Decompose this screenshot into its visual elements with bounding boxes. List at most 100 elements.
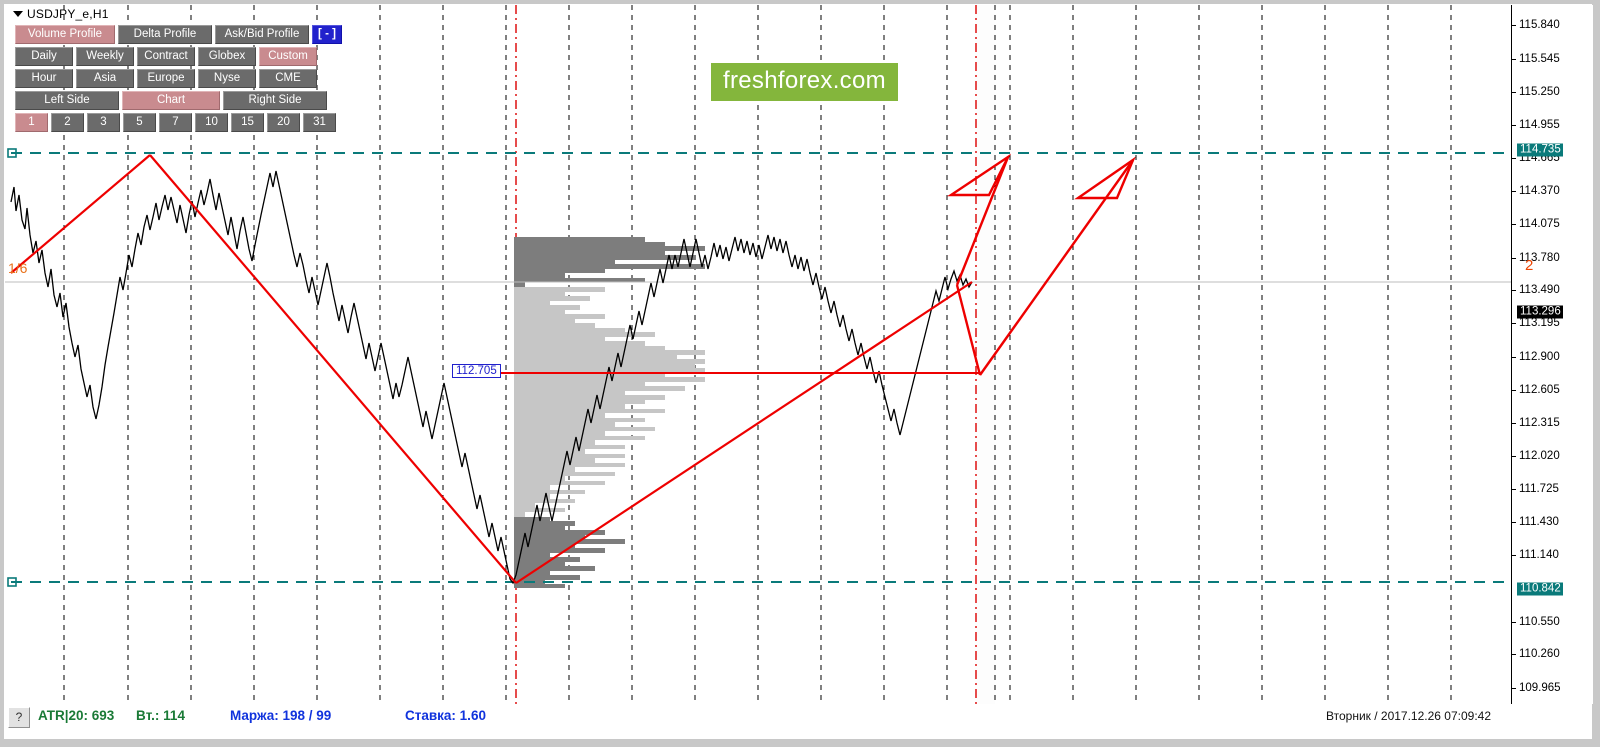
chart-canvas: [5, 5, 1511, 704]
price-tick: [1512, 356, 1516, 358]
btn-volume-profile[interactable]: Volume Profile: [15, 25, 115, 44]
btn-contract[interactable]: Contract: [137, 47, 195, 66]
triangle-down-icon[interactable]: [13, 11, 23, 17]
btn-count-15[interactable]: 15: [231, 113, 264, 132]
price-tick: [1512, 157, 1516, 159]
btn-chart[interactable]: Chart: [122, 91, 220, 110]
btn-count-7[interactable]: 7: [159, 113, 192, 132]
price-tick: [1512, 489, 1516, 491]
price-level-label-110842[interactable]: 110.842: [1517, 582, 1563, 596]
btn-cme[interactable]: CME: [259, 69, 317, 88]
projection-path-2: [955, 156, 1136, 376]
price-tick-label: 114.370: [1519, 185, 1560, 198]
btn-nyse[interactable]: Nyse: [198, 69, 256, 88]
btn-count-31[interactable]: 31: [303, 113, 336, 132]
projection-arrow-1: [947, 153, 1012, 286]
price-tick-label: 113.780: [1519, 251, 1560, 264]
price-level-label-113296[interactable]: 113.296: [1517, 305, 1563, 319]
btn-hour[interactable]: Hour: [15, 69, 73, 88]
btn-minimize-panel[interactable]: [ - ]: [312, 25, 342, 44]
window-border-top: [0, 0, 1600, 4]
price-tick-label: 115.545: [1519, 52, 1560, 65]
btn-globex[interactable]: Globex: [198, 47, 256, 66]
btn-weekly[interactable]: Weekly: [76, 47, 134, 66]
btn-delta-profile[interactable]: Delta Profile: [118, 25, 212, 44]
chart-plot-area[interactable]: USDJPY_e,H1 Volume Profile Delta Profile…: [5, 5, 1511, 704]
price-tick: [1512, 257, 1516, 259]
price-tick-label: 110.260: [1519, 648, 1560, 661]
panel-row-side: Left Side Chart Right Side: [15, 91, 342, 110]
btn-asia[interactable]: Asia: [76, 69, 134, 88]
price-tick-label: 112.900: [1519, 350, 1560, 363]
window-border-left: [0, 0, 4, 747]
btn-custom[interactable]: Custom: [259, 47, 317, 66]
trend-lines: [10, 154, 973, 584]
price-tick: [1512, 522, 1516, 524]
volume-profile-histogram: [514, 237, 705, 588]
price-tick-label: 112.020: [1519, 449, 1560, 462]
price-tick-label: 111.430: [1519, 516, 1559, 529]
btn-daily[interactable]: Daily: [15, 47, 73, 66]
price-tick-label: 109.965: [1519, 681, 1561, 694]
price-level-label-114735[interactable]: 114.735: [1517, 143, 1563, 157]
marker-label-1-6: 1/6: [8, 260, 28, 276]
window-scrollbar-right[interactable]: [1592, 0, 1600, 747]
btn-right-side[interactable]: Right Side: [223, 91, 327, 110]
price-tick: [1512, 91, 1516, 93]
btn-askbid-profile[interactable]: Ask/Bid Profile: [215, 25, 309, 44]
price-tick-label: 114.075: [1519, 218, 1560, 231]
volume-indicator: Bт.: 114: [136, 708, 185, 723]
status-bar: ? ATR|20: 693 Bт.: 114 Маржа: 198 / 99 С…: [5, 704, 1511, 730]
price-tick: [1512, 455, 1516, 457]
price-tick: [1512, 125, 1516, 127]
price-tick-label: 113.195: [1519, 317, 1560, 330]
price-tick-label: 112.605: [1519, 384, 1560, 396]
price-tick: [1512, 58, 1516, 60]
btn-count-20[interactable]: 20: [267, 113, 300, 132]
rate-indicator: Ставка: 1.60: [405, 708, 486, 723]
price-tick: [1512, 323, 1516, 325]
btn-left-side[interactable]: Left Side: [15, 91, 119, 110]
btn-count-2[interactable]: 2: [51, 113, 84, 132]
symbol-header[interactable]: USDJPY_e,H1: [13, 7, 109, 21]
price-axis[interactable]: 115.840 115.545 115.250 114.955 114.665 114.3…: [1511, 5, 1593, 704]
margin-indicator: Маржа: 198 / 99: [230, 708, 332, 723]
panel-row-period: Daily Weekly Contract Globex Custom: [15, 47, 342, 66]
btn-count-1[interactable]: 1: [15, 113, 48, 132]
panel-row-count: 1 2 3 5 7 10 15 20 31: [15, 113, 342, 132]
freshforex-watermark: freshforex.com: [711, 63, 898, 101]
btn-count-3[interactable]: 3: [87, 113, 120, 132]
price-tick: [1512, 654, 1516, 656]
price-tick: [1512, 621, 1516, 623]
price-tick-label: 110.550: [1519, 615, 1560, 628]
server-timestamp: Вторник / 2017.12.26 07:09:42: [1326, 709, 1491, 723]
btn-europe[interactable]: Europe: [137, 69, 195, 88]
price-tick: [1512, 687, 1516, 689]
price-tick-label: 113.490: [1519, 284, 1560, 297]
price-tick-label: 114.955: [1519, 119, 1560, 132]
price-tick-label: 111.140: [1519, 549, 1559, 562]
price-tick-label: 115.840: [1519, 19, 1560, 32]
price-series-line: [10, 170, 973, 585]
price-tick-label: 112.315: [1519, 416, 1560, 429]
marker-label-2: 2: [1525, 257, 1534, 274]
symbol-label: USDJPY_e,H1: [27, 7, 109, 21]
price-tick: [1512, 224, 1516, 226]
price-tick: [1512, 390, 1516, 391]
price-tick: [1512, 191, 1516, 193]
btn-count-10[interactable]: 10: [195, 113, 228, 132]
panel-row-profile-type: Volume Profile Delta Profile Ask/Bid Pro…: [15, 25, 342, 44]
atr-indicator: ATR|20: 693: [38, 708, 115, 723]
panel-row-session: Hour Asia Europe Nyse CME: [15, 69, 342, 88]
volume-profile-panel[interactable]: Volume Profile Delta Profile Ask/Bid Pro…: [15, 25, 342, 135]
help-button[interactable]: ?: [8, 707, 30, 728]
price-tick: [1512, 422, 1516, 424]
price-tick-label: 115.250: [1519, 85, 1560, 98]
price-tick: [1512, 25, 1516, 27]
btn-count-5[interactable]: 5: [123, 113, 156, 132]
price-tick: [1512, 290, 1516, 292]
window-scrollbar-bottom[interactable]: [0, 739, 1600, 747]
price-tag-112705[interactable]: 112.705: [452, 364, 501, 378]
vertical-gridlines: [63, 5, 1452, 704]
